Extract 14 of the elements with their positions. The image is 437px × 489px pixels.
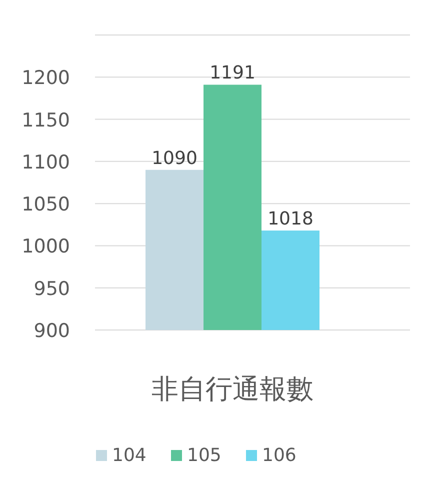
legend-label: 104 — [112, 445, 146, 466]
x-tick-label: 非自行通報數 — [152, 374, 314, 405]
y-tick-label: 1050 — [22, 194, 70, 216]
y-tick-label: 1100 — [22, 151, 70, 174]
legend-label: 105 — [187, 445, 222, 466]
data-label: 1090 — [152, 148, 198, 169]
y-tick-label: 1000 — [22, 236, 70, 258]
data-label: 1191 — [210, 62, 256, 84]
y-tick-label: 950 — [34, 278, 70, 300]
data-label: 1018 — [268, 208, 314, 230]
y-tick-label: 900 — [34, 320, 70, 342]
y-tick-label: 1150 — [22, 109, 70, 132]
legend-label: 106 — [262, 445, 296, 466]
y-tick-label: 1200 — [22, 67, 70, 90]
